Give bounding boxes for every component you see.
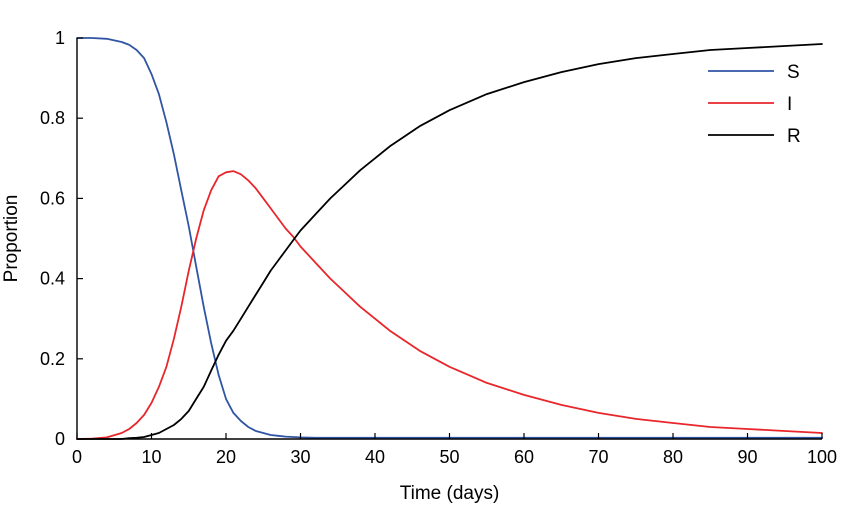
- y-ticks: 0 0.2 0.4 0.6 0.8 1: [40, 28, 83, 449]
- x-tick-label: 0: [72, 447, 82, 467]
- x-tick-label: 80: [663, 447, 683, 467]
- legend-label-S: S: [787, 62, 800, 83]
- series-line-I: [76, 170, 823, 440]
- x-tick-label: 70: [588, 447, 608, 467]
- x-tick-label: 60: [514, 447, 534, 467]
- y-tick-label: 0.4: [40, 269, 65, 289]
- y-tick-label: 0.2: [40, 349, 65, 369]
- x-tick-label: 90: [737, 447, 757, 467]
- axes: 0 10 20 30 40 50 60 70 80 90 100 0 0.2 0.4 0.6 0.8 1: [40, 28, 837, 467]
- legend-label-I: I: [787, 94, 792, 115]
- y-tick-label: 0: [55, 429, 65, 449]
- y-tick-label: 0.8: [40, 108, 65, 128]
- plot-lines: [76, 37, 823, 440]
- legend-label-R: R: [787, 126, 801, 147]
- x-tick-label: 10: [141, 447, 161, 467]
- x-tick-label: 50: [439, 447, 459, 467]
- series-line-R: [76, 43, 823, 440]
- y-tick-label: 0.6: [40, 188, 65, 208]
- legend: SIR: [708, 62, 801, 147]
- y-tick-label: 1: [55, 28, 65, 48]
- series-line-S: [76, 37, 823, 439]
- y-axis-title: Proportion: [1, 195, 22, 283]
- x-ticks: 0 10 20 30 40 50 60 70 80 90 100: [72, 433, 837, 467]
- x-tick-label: 30: [290, 447, 310, 467]
- x-tick-label: 40: [365, 447, 385, 467]
- x-tick-label: 100: [807, 447, 837, 467]
- x-axis-title: Time (days): [400, 483, 500, 504]
- x-tick-label: 20: [216, 447, 236, 467]
